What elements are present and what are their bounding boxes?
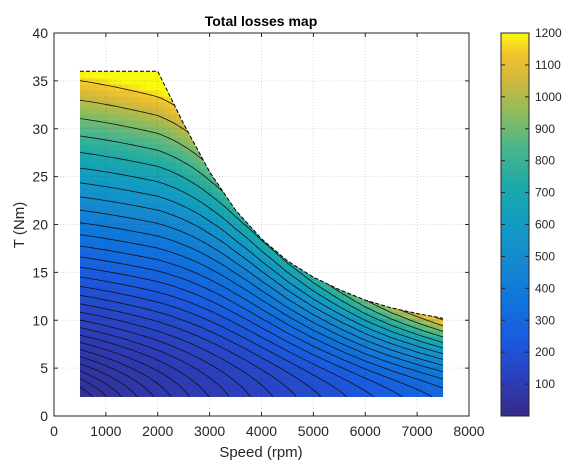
contour-line: [79, 209, 444, 366]
contour-line: [79, 276, 377, 397]
x-axis-ticks: 0 1000 2000 3000 4000 5000 6000 7000 8000: [50, 33, 485, 439]
plot-area: 0 1000 2000 3000 4000 5000 6000 7000 8000 0 5 10 15…: [32, 25, 484, 439]
contour-line: [79, 342, 192, 397]
colorbar-tick-label: 100: [535, 377, 555, 391]
colorbar-tick-label: 1000: [535, 90, 562, 104]
colorbar: 100 200 300 400 500 600 700 800 900 1000 1100 1200: [500, 26, 562, 417]
chart-title: Total losses map: [205, 13, 318, 29]
y-tick-label: 25: [32, 169, 48, 185]
x-tick-label: 1000: [90, 423, 121, 439]
contour-lines: [79, 71, 444, 397]
colorbar-tick-label: 700: [535, 186, 555, 200]
max-torque-envelope: [79, 70, 444, 319]
x-tick-label: 2000: [142, 423, 173, 439]
contour-line: [79, 286, 349, 397]
contour-line: [79, 311, 275, 397]
contour-line: [79, 386, 95, 397]
colorbar-tick-label: 1200: [535, 26, 562, 40]
y-tick-label: 0: [40, 408, 48, 424]
colorbar-ticks: 100 200 300 400 500 600 700 800 900 1000 1100 1200: [501, 26, 562, 391]
colorbar-tick-label: 200: [535, 345, 555, 359]
colorbar-tick-label: 500: [535, 249, 555, 263]
x-tick-label: 7000: [402, 423, 433, 439]
y-tick-label: 10: [32, 312, 48, 328]
colorbar-tick-label: 400: [535, 281, 555, 295]
contour-line: [79, 334, 211, 397]
x-tick-label: 6000: [350, 423, 381, 439]
contour-line: [79, 152, 444, 343]
x-tick-label: 8000: [453, 423, 484, 439]
contour-line: [79, 256, 436, 397]
contour-line: [79, 303, 299, 397]
contour-line: [79, 363, 140, 397]
contour-line: [79, 182, 444, 355]
contour-line: [79, 349, 174, 397]
y-tick-label: 20: [32, 217, 48, 233]
x-axis-title: Speed (rpm): [219, 444, 302, 461]
contour-line: [79, 294, 323, 397]
y-axis-title: T (Nm): [11, 202, 28, 248]
contour-line: [79, 370, 124, 397]
contour-line: [79, 245, 444, 389]
colorbar-tick-label: 900: [535, 122, 555, 136]
contour-line: [79, 319, 253, 397]
contour-line: [79, 356, 156, 397]
colorbar-gradient: [500, 32, 530, 417]
contour-line: [79, 234, 444, 380]
contour-line: [79, 167, 444, 349]
contour-line: [79, 266, 406, 397]
x-tick-label: 5000: [298, 423, 329, 439]
y-tick-label: 40: [32, 25, 48, 41]
contour-line: [79, 196, 444, 360]
contour-line: [79, 378, 109, 397]
y-tick-label: 5: [40, 360, 48, 376]
contour-line: [79, 327, 231, 397]
y-tick-label: 15: [32, 264, 48, 280]
x-tick-label: 0: [50, 423, 58, 439]
colorbar-tick-label: 1100: [535, 58, 561, 72]
grid-lines: [54, 33, 469, 416]
y-tick-label: 35: [32, 73, 48, 89]
colorbar-tick-label: 800: [535, 154, 555, 168]
y-tick-label: 30: [32, 121, 48, 137]
x-tick-label: 3000: [194, 423, 225, 439]
colorbar-tick-label: 300: [535, 313, 555, 327]
colorbar-tick-label: 600: [535, 218, 555, 232]
contour-line: [79, 222, 444, 373]
y-axis-ticks: 0 5 10 15 20 25 30 35 40: [32, 25, 469, 424]
x-tick-label: 4000: [246, 423, 277, 439]
